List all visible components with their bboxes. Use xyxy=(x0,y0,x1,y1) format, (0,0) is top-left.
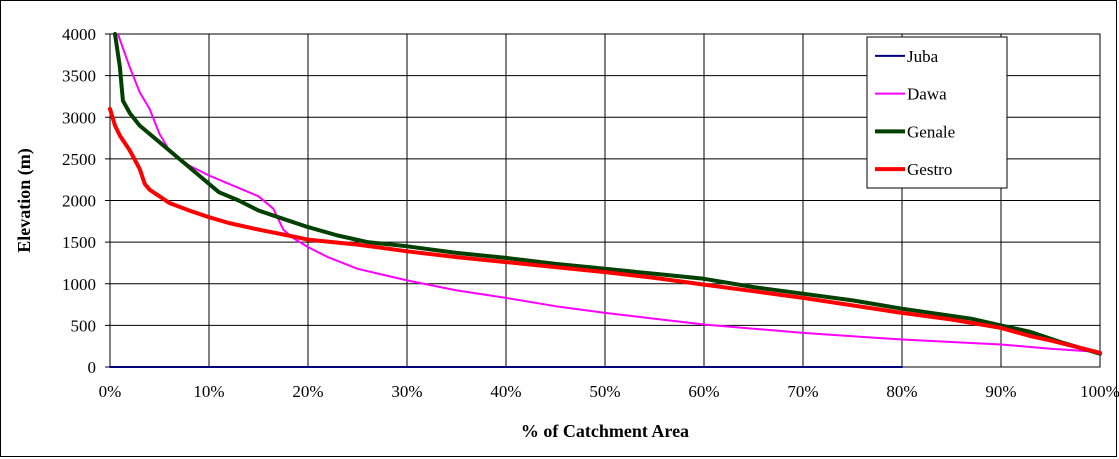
x-tick-label: 30% xyxy=(391,382,422,401)
x-tick-labels: 0% 10% 20% 30% 40% 50% 60% 70% 80% 90% 100% xyxy=(99,382,1119,401)
series-line-gestro xyxy=(108,106,1102,355)
y-tick-label: 3500 xyxy=(62,67,96,86)
y-tick-label: 4000 xyxy=(62,25,96,44)
x-tick-label: 50% xyxy=(589,382,620,401)
x-tick-label: 80% xyxy=(886,382,917,401)
y-axis-title: Elevation (m) xyxy=(14,148,35,252)
legend: Juba Dawa Genale Gestro xyxy=(866,36,1008,189)
y-tick-label: 500 xyxy=(71,316,97,335)
y-tick-label: 2000 xyxy=(62,192,96,211)
series-line-genale xyxy=(113,32,1102,356)
y-tick-label: 2500 xyxy=(62,150,96,169)
series-layer xyxy=(108,32,1102,368)
x-tick-label: 20% xyxy=(292,382,323,401)
legend-label: Genale xyxy=(907,122,955,141)
legend-box xyxy=(866,36,1008,189)
y-tick-label: 3000 xyxy=(62,108,96,127)
x-tick-label: 100% xyxy=(1080,382,1119,401)
legend-label: Dawa xyxy=(907,85,947,104)
y-tick-label: 1500 xyxy=(62,233,96,252)
y-tick-label: 1000 xyxy=(62,275,96,294)
legend-label: Juba xyxy=(907,47,939,66)
x-axis-title: % of Catchment Area xyxy=(521,421,689,441)
x-tick-label: 40% xyxy=(490,382,521,401)
x-tick-label: 90% xyxy=(985,382,1016,401)
x-tick-label: 70% xyxy=(787,382,818,401)
x-tick-label: 0% xyxy=(99,382,122,401)
y-tick-labels: 0 500 1000 1500 2000 2500 3000 3500 4000 xyxy=(62,25,96,377)
legend-label: Gestro xyxy=(907,160,952,179)
x-tick-label: 10% xyxy=(193,382,224,401)
y-tick-label: 0 xyxy=(88,358,97,377)
x-tick-label: 60% xyxy=(688,382,719,401)
